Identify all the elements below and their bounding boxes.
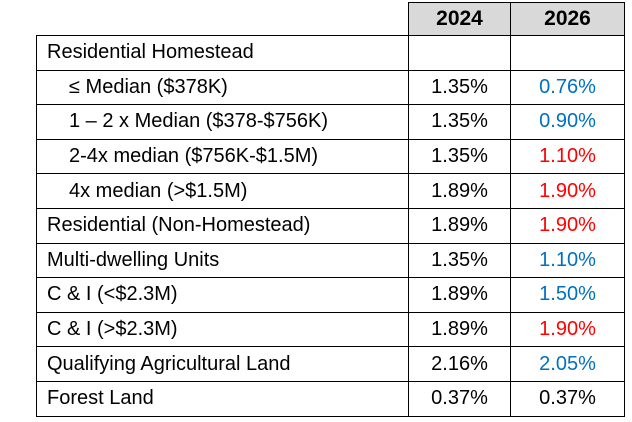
table-row: C & I (<$2.3M) 1.89% 1.50%: [36, 277, 625, 313]
row-label: 2-4x median ($756K-$1.5M): [36, 138, 409, 175]
table-row: Residential Homestead: [36, 35, 625, 71]
value-2024: 1.35%: [408, 242, 511, 279]
table-row: Qualifying Agricultural Land 2.16% 2.05%: [36, 346, 625, 382]
table-row: Residential (Non-Homestead) 1.89% 1.90%: [36, 207, 625, 244]
value-2024: 1.89%: [408, 173, 511, 209]
value-2026: 0.37%: [510, 380, 625, 417]
value-2026: 0.76%: [510, 69, 625, 106]
row-label: 1 – 2 x Median ($378-$756K): [36, 104, 409, 140]
value-2024: 1.89%: [408, 207, 511, 244]
header-row: 2024 2026: [37, 2, 625, 36]
row-label: Qualifying Agricultural Land: [36, 346, 409, 382]
table-row: ≤ Median ($378K) 1.35% 0.76%: [36, 69, 625, 106]
value-2026: 1.10%: [510, 242, 625, 279]
value-2026: [510, 35, 625, 71]
value-2024: 1.35%: [408, 104, 511, 140]
header-year-2026: 2026: [510, 2, 625, 36]
value-2026: 1.90%: [510, 207, 625, 244]
table-row: 4x median (>$1.5M) 1.89% 1.90%: [36, 173, 625, 209]
value-2026: 2.05%: [510, 346, 625, 382]
row-label: Multi-dwelling Units: [36, 242, 409, 279]
value-2026: 1.50%: [510, 277, 625, 313]
table-row: 1 – 2 x Median ($378-$756K) 1.35% 0.90%: [36, 104, 625, 140]
row-label: C & I (<$2.3M): [36, 277, 409, 313]
value-2026: 1.10%: [510, 138, 625, 175]
value-2024: 1.89%: [408, 311, 511, 348]
value-2026: 1.90%: [510, 173, 625, 209]
value-2024: 0.37%: [408, 380, 511, 417]
header-year-2024: 2024: [408, 2, 511, 36]
tax-rates-table: 2024 2026 Residential Homestead ≤ Median …: [36, 2, 625, 417]
table-row: 2-4x median ($756K-$1.5M) 1.35% 1.10%: [36, 138, 625, 175]
row-label: Forest Land: [36, 380, 409, 417]
value-2024: 1.35%: [408, 138, 511, 175]
value-2024: [408, 35, 511, 71]
rates-table-container: 2024 2026 Residential Homestead ≤ Median …: [36, 2, 625, 417]
row-label: Residential Homestead: [36, 35, 409, 71]
row-label: ≤ Median ($378K): [36, 69, 409, 106]
row-label: 4x median (>$1.5M): [36, 173, 409, 209]
table-row: Forest Land 0.37% 0.37%: [36, 380, 625, 417]
table-row: C & I (>$2.3M) 1.89% 1.90%: [36, 311, 625, 348]
table-body: Residential Homestead ≤ Median ($378K) 1.3…: [36, 35, 625, 417]
header-empty-cell: [37, 3, 409, 36]
value-2024: 1.89%: [408, 277, 511, 313]
row-label: C & I (>$2.3M): [36, 311, 409, 348]
value-2024: 2.16%: [408, 346, 511, 382]
value-2026: 0.90%: [510, 104, 625, 140]
value-2024: 1.35%: [408, 69, 511, 106]
row-label: Residential (Non-Homestead): [36, 207, 409, 244]
value-2026: 1.90%: [510, 311, 625, 348]
table-row: Multi-dwelling Units 1.35% 1.10%: [36, 242, 625, 279]
